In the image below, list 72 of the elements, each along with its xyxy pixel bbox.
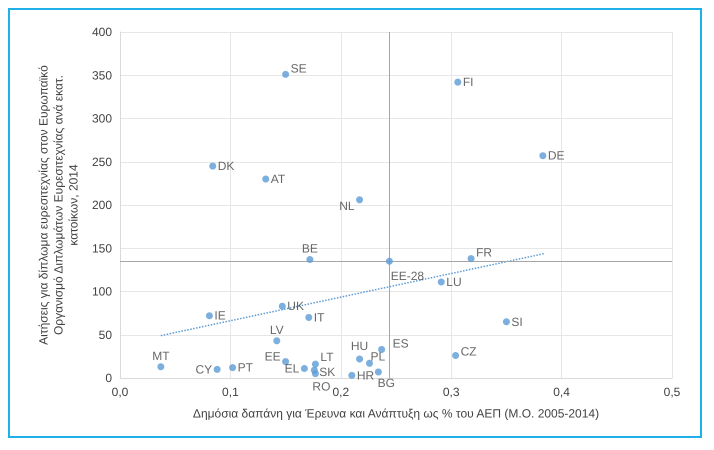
point	[438, 278, 445, 286]
point	[306, 256, 314, 263]
annotation: NL	[339, 198, 355, 213]
annotation: HR	[356, 368, 375, 382]
point	[305, 314, 312, 321]
point	[312, 370, 319, 378]
point	[273, 337, 280, 344]
point	[262, 176, 270, 183]
annotation: RO	[312, 380, 330, 394]
annotation: SK	[319, 365, 336, 380]
y-tick-label: 50	[98, 328, 112, 342]
point	[214, 366, 221, 373]
point	[157, 363, 164, 370]
annotation: DE	[548, 148, 565, 163]
y-tick-label: 150	[92, 241, 112, 256]
annotation: LU	[446, 274, 462, 289]
point	[468, 255, 475, 262]
point	[356, 196, 364, 204]
point	[374, 368, 382, 376]
annotation: BE	[302, 241, 318, 256]
annotation: CY	[195, 362, 212, 376]
annotation: FI	[462, 75, 474, 90]
y-tick-label: 250	[92, 154, 112, 169]
point	[452, 352, 460, 360]
x-axis-title: Δημόσια δαπάνη για Έρευνα και Ανάπτυξη ως % του ΑΕΠ (Μ.Ο. 2005-2014)	[192, 406, 600, 420]
annotation: PT	[238, 360, 254, 375]
x-tick-label: 0,1	[222, 385, 240, 399]
x-tick-label: 0,3	[442, 385, 460, 399]
annotation: LT	[320, 350, 334, 364]
point	[356, 355, 364, 362]
x-tick-label: 0,0	[112, 385, 129, 399]
point	[454, 78, 462, 86]
x-tick-label: 0,5	[664, 385, 681, 399]
annotation: EE	[264, 350, 281, 364]
y-axis-title: Αιτήσεις για δίπλωμα ευρεσιτεχνίας στον Ευρωπαϊκό Οργανισμό Διπλωμάτων Ευρεσιτεχνίας ανά εκατ. κατοίκων, 2014	[36, 64, 81, 345]
point	[300, 364, 308, 372]
point	[348, 372, 356, 379]
x-tick-label: 0,4	[553, 385, 570, 399]
point	[206, 312, 213, 320]
y-tick-label: 200	[92, 198, 112, 212]
annotation: PL	[370, 349, 386, 364]
point	[229, 364, 236, 372]
point	[386, 258, 393, 265]
y-tick-label: 300	[92, 112, 112, 126]
point	[539, 152, 546, 160]
annotation: LV	[270, 322, 284, 337]
annotation: SI	[511, 314, 523, 329]
annotation: MT	[152, 348, 170, 363]
point	[282, 70, 290, 78]
annotation: DK	[218, 159, 234, 174]
annotation: AT	[270, 172, 286, 186]
annotation: HU	[350, 338, 368, 353]
annotation: FR	[476, 246, 492, 260]
annotation: CZ	[460, 344, 477, 359]
y-tick-label: 100	[92, 284, 112, 298]
annotation: IT	[314, 310, 326, 324]
x-tick-label: 0,2	[332, 385, 350, 399]
y-tick-label: 350	[92, 68, 112, 82]
point	[312, 360, 319, 368]
annotation: EL	[284, 361, 300, 376]
annotation: BG	[378, 376, 396, 390]
point	[366, 360, 374, 367]
annotation: EE-28	[390, 269, 424, 284]
y-tick-label: 400	[92, 25, 112, 39]
annotation: SE	[290, 61, 307, 76]
y-tick-label: 0	[105, 371, 112, 385]
annotation: IE	[214, 308, 226, 323]
annotation: ES	[392, 336, 409, 350]
annotation: UK	[287, 299, 304, 314]
point	[502, 318, 510, 326]
point	[209, 162, 216, 170]
point	[278, 302, 286, 310]
